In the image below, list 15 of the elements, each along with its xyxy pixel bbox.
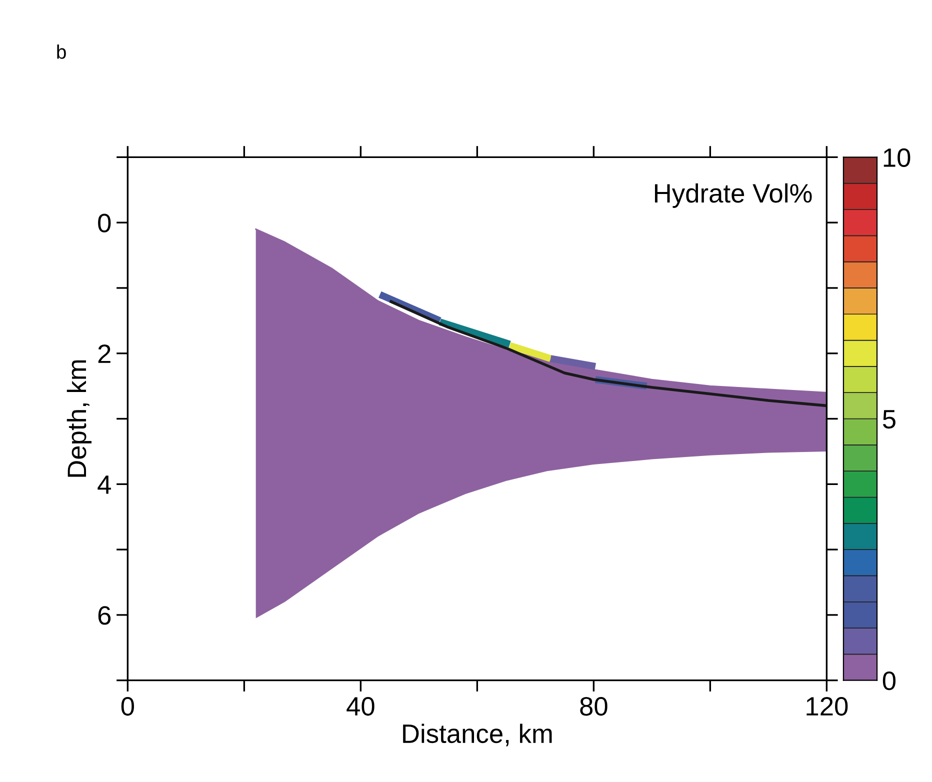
y-tick-label: 0 [98, 214, 111, 232]
y-tick-label: 6 [98, 606, 111, 625]
x-tick-label: 120 [806, 697, 848, 716]
color-bar-label: 0 [882, 671, 896, 690]
x-axis-title: Distance, km [403, 724, 552, 746]
x-tick-label: 40 [346, 697, 374, 716]
x-tick-label: 0 [121, 697, 134, 716]
color-bar-label: 10 [884, 148, 910, 168]
x-tick-label: 80 [580, 697, 608, 716]
color-bar-title: Hydrate Vol% [654, 183, 812, 208]
chart-title: b [57, 44, 66, 59]
y-axis-title: Depth, km [66, 360, 92, 477]
y-tick-label: 4 [98, 476, 111, 494]
y-tick-label: 2 [98, 344, 110, 363]
color-bar-label: 5 [882, 410, 896, 429]
